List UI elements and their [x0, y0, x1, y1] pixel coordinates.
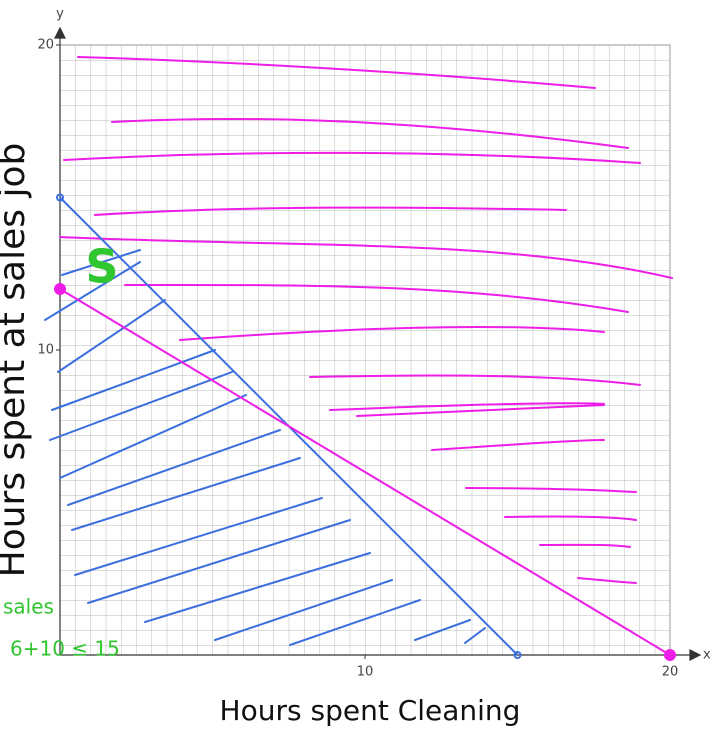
- x-tick-label: 10: [357, 665, 374, 680]
- x-axis-name: x: [703, 648, 711, 663]
- grid: [60, 45, 670, 655]
- y-axis-name: y: [56, 7, 64, 22]
- annotation: sales: [3, 595, 54, 619]
- endpoint: [665, 650, 675, 660]
- chart: 10 20 10 20 x y Hours spent Cleaning Hours spen…: [0, 0, 712, 742]
- x-tick-label: 20: [662, 665, 679, 680]
- x-axis-label: Hours spent Cleaning: [220, 694, 521, 727]
- y-tick-label: 10: [37, 343, 54, 358]
- y-axis-label: Hours spent at sales job: [0, 143, 33, 578]
- annotation: 6+10 ≤ 15: [10, 637, 120, 661]
- endpoint: [55, 284, 65, 294]
- annotation: S: [85, 240, 118, 294]
- y-tick-label: 20: [37, 38, 54, 53]
